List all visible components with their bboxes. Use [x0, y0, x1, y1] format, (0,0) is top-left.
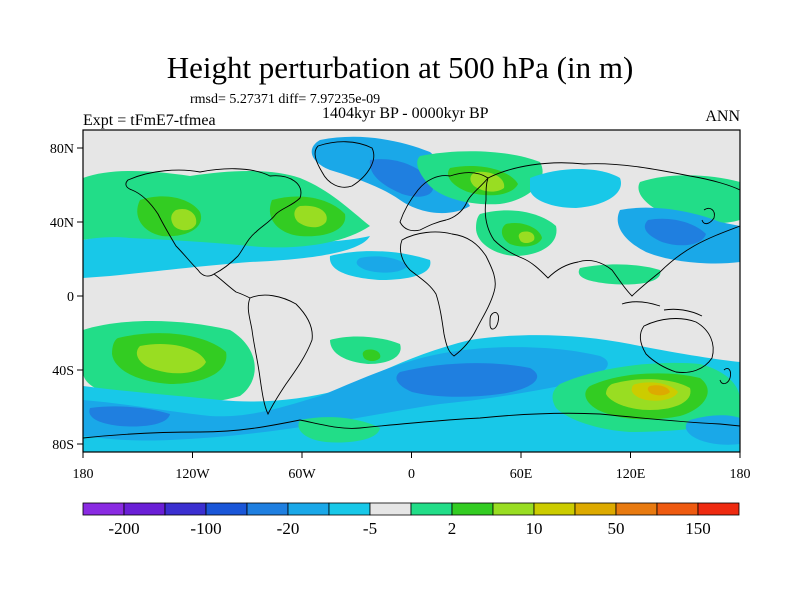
- coastlines: [83, 141, 740, 439]
- coast-greenland: [314, 141, 375, 188]
- colorbar: -200 -100 -20 -5 2 10 50 150: [82, 502, 740, 538]
- colorbar-label: 2: [448, 519, 457, 538]
- coast-australia: [639, 318, 714, 373]
- x-tick-labels: 180 120W 60W 0 60E 120E 180: [73, 467, 751, 482]
- x-tick-label: 60E: [510, 467, 533, 482]
- axis-ticks: [77, 147, 741, 458]
- y-tick-label: 80N: [50, 142, 74, 157]
- contour-patch-spacific-peak: [136, 343, 206, 374]
- contour-patch-s-indian-max: [647, 385, 670, 396]
- colorbar-swatch: [287, 502, 330, 516]
- coast-europe: [399, 172, 489, 232]
- period-label: 1404kyr BP - 0000kyr BP: [322, 105, 489, 122]
- contour-patch-s-atlantic-core: [362, 349, 381, 361]
- y-tick-label: 80S: [52, 438, 74, 453]
- x-tick-label: 180: [730, 467, 751, 482]
- colorbar-label: -200: [108, 519, 139, 538]
- x-tick-label: 120W: [175, 467, 210, 482]
- colorbar-swatch: [451, 502, 494, 516]
- colorbar-swatch: [615, 502, 658, 516]
- y-tick-label: 0: [67, 290, 74, 305]
- contour-patch-sh-neg-core: [396, 363, 538, 397]
- colorbar-labels: -200 -100 -20 -5 2 10 50 150: [108, 519, 710, 538]
- colorbar-swatch: [697, 502, 740, 516]
- coast-asia: [484, 162, 740, 297]
- coast-north-america: [125, 168, 302, 277]
- coast-antarctica: [83, 412, 740, 439]
- x-tick-label: 0: [408, 467, 415, 482]
- y-tick-label: 40N: [50, 216, 74, 231]
- colorbar-swatch: [164, 502, 207, 516]
- contour-patch-subtrop-atl-core: [356, 256, 408, 273]
- coast-south-america: [247, 294, 313, 416]
- map-title: Height perturbation at 500 hPa (in m): [166, 50, 634, 85]
- colorbar-swatch: [123, 502, 166, 516]
- y-tick-labels: 80N 40N 0 40S 80S: [50, 142, 74, 453]
- contour-patch-sh-polar-pos: [298, 417, 380, 443]
- contour-patch-mideast-peak: [518, 231, 535, 243]
- contour-patch-arctic-core: [369, 159, 434, 197]
- colorbar-label: 10: [526, 519, 543, 538]
- coast-central-america: [213, 273, 251, 299]
- colorbar-swatch: [492, 502, 535, 516]
- y-tick-label: 40S: [52, 364, 74, 379]
- colorbar-boxes: [82, 502, 740, 516]
- colorbar-label: 150: [685, 519, 711, 538]
- coast-africa: [399, 231, 496, 357]
- coast-new-zealand: [719, 367, 731, 385]
- colorbar-swatch: [574, 502, 617, 516]
- colorbar-swatch: [82, 502, 125, 516]
- experiment-label: Expt = tFmE7-tfmea: [83, 112, 216, 129]
- colorbar-label: -100: [190, 519, 221, 538]
- season-label: ANN: [705, 108, 740, 125]
- contour-patch-na-peak: [171, 208, 197, 231]
- x-tick-label: 120E: [616, 467, 646, 482]
- contour-patch-sh-neg-west: [89, 406, 170, 427]
- colorbar-swatch: [656, 502, 699, 516]
- contour-patch-indian-pos: [578, 264, 661, 285]
- x-tick-label: 60W: [288, 467, 316, 482]
- contour-patch-siberia-neg: [530, 169, 621, 208]
- x-tick-label: 180: [73, 467, 94, 482]
- colorbar-swatch: [369, 502, 412, 516]
- coast-indonesia: [621, 301, 703, 317]
- colorbar-swatch: [246, 502, 289, 516]
- contour-patch-atlantic-peak: [294, 205, 327, 228]
- colorbar-swatch: [410, 502, 453, 516]
- stats-readout: rmsd= 5.27371 diff= 7.97235e-09: [190, 92, 381, 107]
- colorbar-swatch: [328, 502, 371, 516]
- contour-field: [83, 130, 740, 452]
- coast-madagascar: [489, 311, 499, 330]
- contour-patch-npac-west-core: [644, 218, 706, 246]
- colorbar-label: -20: [277, 519, 300, 538]
- contour-patch-s-atlantic-pos: [330, 336, 401, 364]
- colorbar-swatch: [205, 502, 248, 516]
- colorbar-label: 50: [608, 519, 625, 538]
- coast-japan: [701, 207, 715, 225]
- colorbar-swatch: [533, 502, 576, 516]
- colorbar-label: -5: [363, 519, 377, 538]
